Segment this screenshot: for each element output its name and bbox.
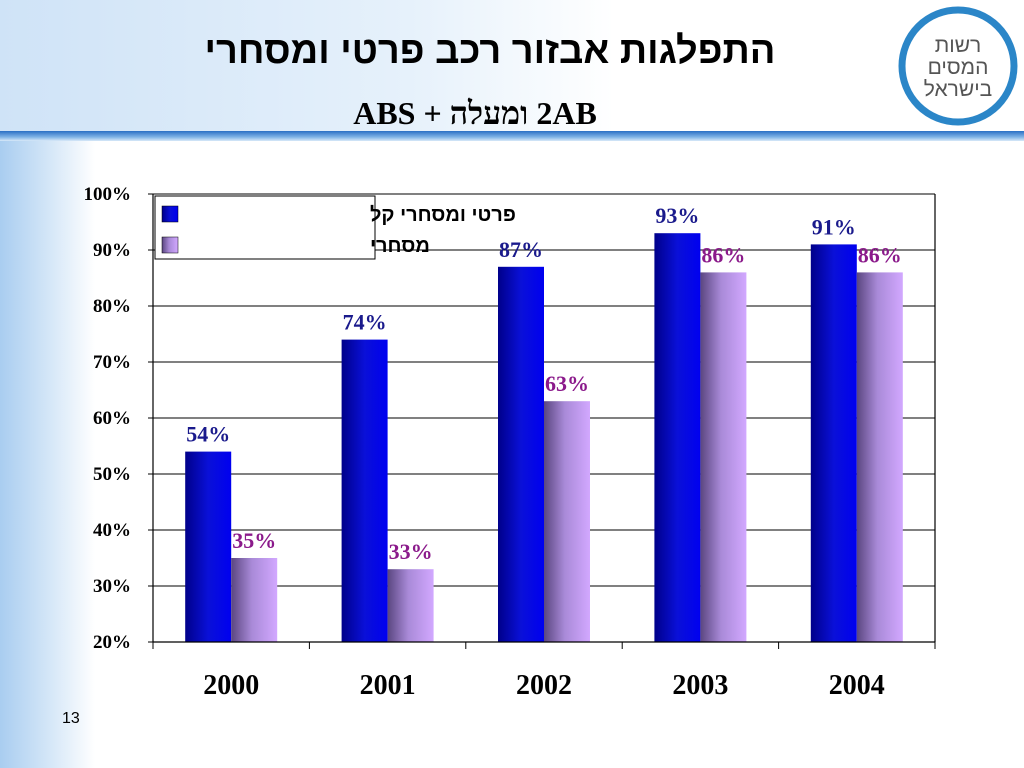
data-label: 33% — [389, 539, 433, 564]
legend-swatch-1 — [161, 205, 179, 223]
bar-series-2 — [387, 569, 434, 642]
bar-series-1 — [341, 339, 388, 642]
y-tick-label: 80% — [93, 296, 131, 317]
logo-ring — [898, 6, 1018, 126]
x-tick-label: 2001 — [360, 670, 416, 701]
tax-authority-logo: רשות המסים בישראל — [898, 6, 1018, 126]
x-tick-label: 2003 — [672, 670, 728, 701]
y-tick-label: 100% — [84, 184, 132, 205]
y-tick-label: 30% — [93, 576, 131, 597]
data-label: 63% — [545, 371, 589, 396]
bar-series-1 — [810, 244, 857, 642]
data-label: 74% — [343, 310, 387, 335]
y-tick-label: 70% — [93, 352, 131, 373]
x-tick-label: 2004 — [829, 670, 885, 701]
data-label: 91% — [812, 214, 856, 239]
data-label: 86% — [701, 242, 745, 267]
data-label: 35% — [232, 528, 276, 553]
page-number: 13 — [62, 710, 80, 727]
data-label: 54% — [186, 422, 230, 447]
bar-series-2 — [231, 558, 278, 642]
bar-series-2 — [856, 272, 903, 642]
logo-line-1: רשות — [935, 34, 982, 57]
bar-series-1 — [185, 451, 232, 642]
x-tick-label: 2000 — [203, 670, 259, 701]
y-tick-label: 90% — [93, 240, 131, 261]
legend-label-1: פרטי ומסחרי קל — [370, 204, 516, 226]
data-label: 87% — [499, 237, 543, 262]
logo-line-3: בישראל — [924, 78, 992, 101]
bar-series-1 — [498, 266, 544, 642]
left-decorative-band — [0, 135, 95, 768]
slide-subtitle: 2AB ומעלה + ABS — [353, 95, 597, 131]
y-tick-label: 20% — [93, 632, 131, 653]
x-tick-label: 2002 — [516, 670, 572, 701]
bar-series-1 — [654, 233, 701, 642]
y-tick-label: 50% — [93, 464, 131, 485]
data-label: 93% — [655, 203, 699, 228]
slide-title: התפלגות אבזור רכב פרטי ומסחרי — [204, 30, 776, 72]
data-label: 86% — [858, 242, 902, 267]
logo-line-2: המסים — [928, 56, 989, 79]
header-divider — [0, 131, 1024, 141]
logo-panel: רשות המסים בישראל — [890, 0, 1024, 131]
y-tick-label: 40% — [93, 520, 131, 541]
y-tick-label: 60% — [93, 408, 131, 429]
legend-label-2: מסחרי — [370, 235, 430, 257]
legend-swatch-2 — [161, 236, 179, 254]
bar-series-2 — [700, 272, 747, 642]
header-background — [0, 0, 1024, 135]
bar-series-2 — [544, 401, 590, 642]
legend-box — [154, 195, 376, 260]
